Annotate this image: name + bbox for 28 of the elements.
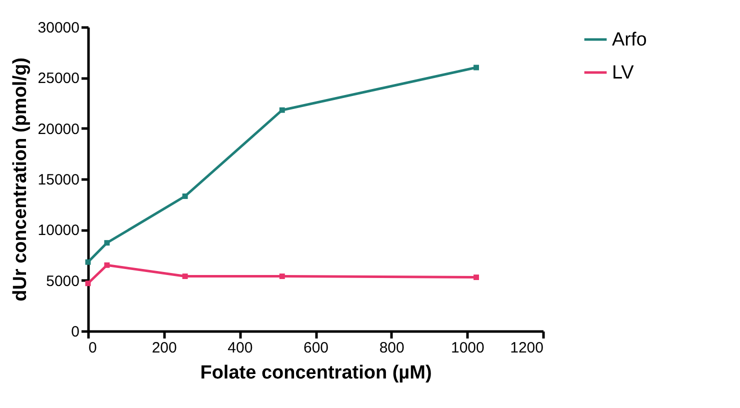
point [474,64,480,70]
y-tick-label: 30000 [38,20,80,36]
point [474,274,480,280]
x-tick-label: 400 [228,340,253,356]
legend-label: LV [612,62,634,84]
y-tick-label: 10000 [38,222,80,240]
point [85,259,91,265]
y-axis-title: dUr concentration (pmol/g) [10,58,31,302]
y-tick-label: 0 [71,324,80,340]
x-axis-title: Folate concentration (µM) [200,362,432,384]
x-tick-label: 600 [303,340,329,356]
point [279,274,285,280]
x-tick-label: 1200 [510,340,544,356]
y-tick-label: 20000 [38,120,80,138]
y-tick-label: 25000 [38,70,80,88]
point [85,280,91,286]
point [104,262,110,268]
point [104,240,110,246]
point [182,274,188,280]
x-tick-label: 200 [152,340,177,356]
y-tick-label: 5000 [46,272,80,290]
x-tick-label: 1000 [450,340,484,356]
x-tick-label: 0 [88,340,97,356]
point [182,193,188,199]
x-tick-label: 800 [379,340,404,356]
y-tick-label: 15000 [38,172,80,188]
point [279,107,285,113]
legend-label: Arfo [612,30,647,50]
